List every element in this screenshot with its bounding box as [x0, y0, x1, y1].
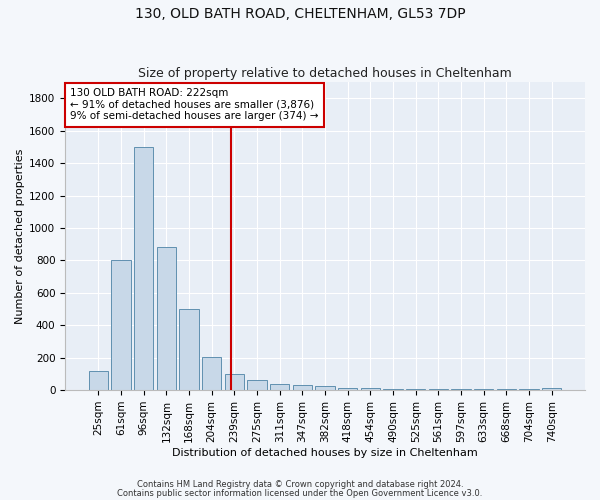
Title: Size of property relative to detached houses in Cheltenham: Size of property relative to detached ho… [138, 66, 512, 80]
Bar [361, 388, 380, 390]
X-axis label: Distribution of detached houses by size in Cheltenham: Distribution of detached houses by size … [172, 448, 478, 458]
Bar [247, 380, 267, 390]
Text: Contains HM Land Registry data © Crown copyright and database right 2024.: Contains HM Land Registry data © Crown c… [137, 480, 463, 489]
Bar [316, 386, 335, 390]
Bar [202, 357, 221, 390]
Bar [89, 370, 108, 390]
Bar [293, 385, 312, 390]
Bar [112, 260, 131, 390]
Bar [134, 147, 154, 390]
Bar [179, 309, 199, 390]
Bar [225, 374, 244, 390]
Bar [157, 248, 176, 390]
Text: 130 OLD BATH ROAD: 222sqm
← 91% of detached houses are smaller (3,876)
9% of sem: 130 OLD BATH ROAD: 222sqm ← 91% of detac… [70, 88, 319, 122]
Y-axis label: Number of detached properties: Number of detached properties [15, 148, 25, 324]
Bar [338, 388, 358, 390]
Text: 130, OLD BATH ROAD, CHELTENHAM, GL53 7DP: 130, OLD BATH ROAD, CHELTENHAM, GL53 7DP [134, 8, 466, 22]
Bar [270, 384, 289, 390]
Text: Contains public sector information licensed under the Open Government Licence v3: Contains public sector information licen… [118, 488, 482, 498]
Bar [542, 388, 562, 390]
